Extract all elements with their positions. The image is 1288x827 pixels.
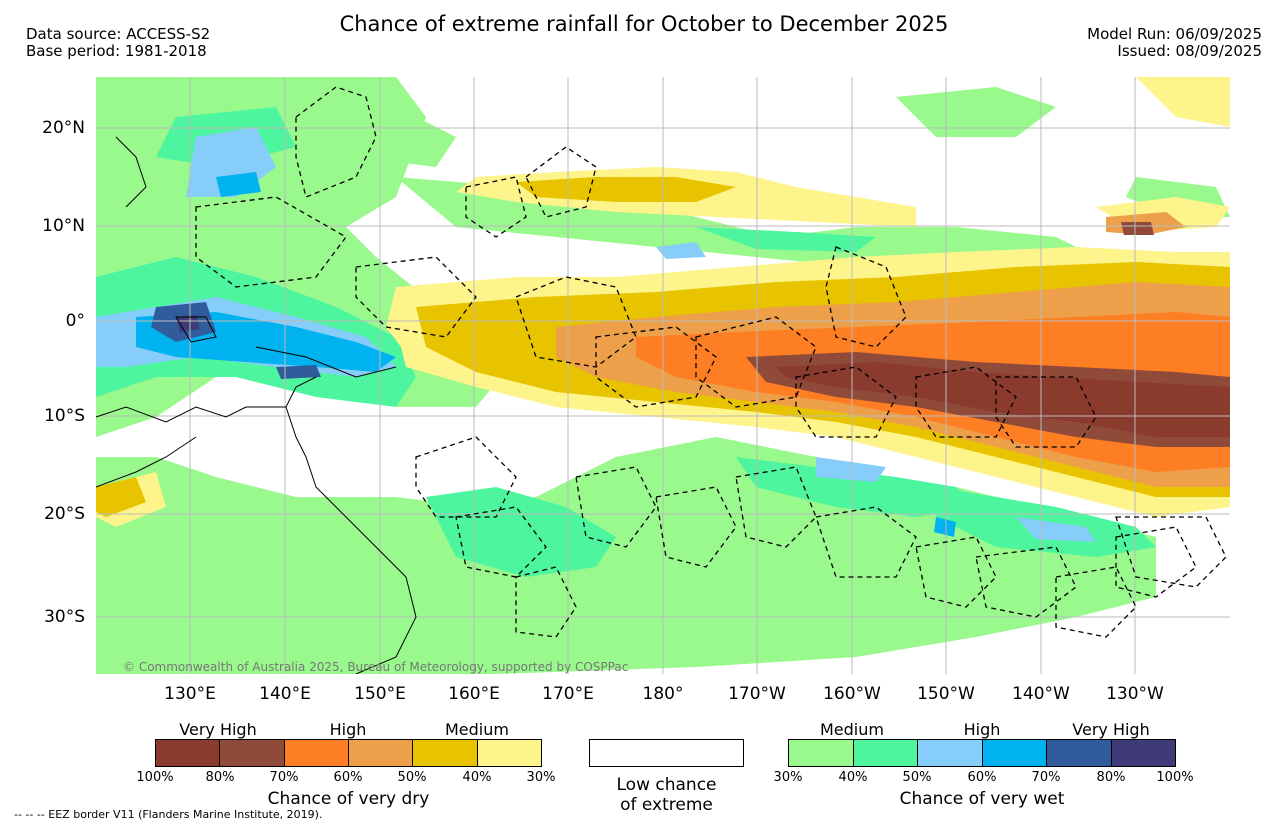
wet-tick: 50% [902,770,932,785]
lat-label-10n: 10°N [42,216,85,236]
dry-tick: 70% [269,770,299,785]
wet-swatch [1111,740,1175,766]
dry-swatch [348,740,414,766]
dry-heading-high: High [329,720,367,739]
model-run-text: Model Run: 06/09/2025 [1087,25,1262,43]
dry-swatch [284,740,349,766]
dry-swatch [220,740,285,766]
wet-colorbar [788,739,1176,767]
dry-80-regions [776,362,1230,437]
lat-label-30s: 30°S [44,607,85,627]
wet-tick: 60% [967,770,997,785]
low-chance-swatch [589,739,744,767]
wet-tick: 70% [1031,770,1061,785]
lat-label-20s: 20°S [44,504,85,524]
lon-label-160e: 160°E [448,684,500,704]
lon-label-160w: 160°W [823,684,881,704]
dry-caption: Chance of very dry [267,789,430,809]
wet-heading-high: High [963,720,1001,739]
lon-label-150w: 150°W [917,684,975,704]
dry-tick: 30% [526,770,556,785]
lon-label-170e: 170°E [542,684,594,704]
data-source-text: Data source: ACCESS-S2 [26,25,211,43]
dry-tick: 80% [205,770,235,785]
gridlines [96,77,1230,674]
lat-label-10s: 10°S [44,406,85,426]
dry-swatch [156,740,221,766]
low-chance-caption: Low chance of extreme [589,775,744,815]
rainfall-map: © Commonwealth of Australia 2025, Bureau… [96,77,1230,674]
wet-swatch [853,740,918,766]
dry-tick: 60% [333,770,363,785]
header-right: Model Run: 06/09/2025 Issued: 08/09/2025 [1087,26,1262,60]
lat-label-0: 0° [65,311,85,331]
wet-tick: 30% [773,770,803,785]
wet-70-regions [151,302,321,379]
dry-tick: 40% [462,770,492,785]
dry-heading-very-high: Very High [179,720,257,739]
low-chance-line2: of extreme [620,795,713,815]
dry-swatch [413,740,478,766]
issued-text: Issued: 08/09/2025 [1117,42,1262,60]
wet-swatch [789,740,854,766]
lon-label-150e: 150°E [354,684,406,704]
lon-label-170w: 170°W [728,684,786,704]
dry-tick: 100% [136,770,174,785]
base-period-text: Base period: 1981-2018 [26,42,207,60]
dry-heading-medium: Medium [445,720,509,739]
lon-label-130e: 130°E [164,684,216,704]
wet-heading-very-high: Very High [1072,720,1150,739]
wet-tick: 100% [1156,770,1194,785]
wet-swatch [918,740,983,766]
wet-tick: 40% [838,770,868,785]
wet-swatch [982,740,1047,766]
coastlines [96,136,417,674]
map-title: Chance of extreme rainfall for October t… [339,12,949,36]
lon-label-140e: 140°E [259,684,311,704]
eez-borders [195,86,1227,638]
wet-swatch [1047,740,1112,766]
wet-tick: 80% [1096,770,1126,785]
lon-label-180: 180° [642,684,684,704]
dry-colorbar [155,739,542,767]
dry-tick: 50% [397,770,427,785]
wet-heading-medium: Medium [820,720,884,739]
lat-label-20n: 20°N [42,118,85,138]
wet-caption: Chance of very wet [899,789,1065,809]
low-chance-line1: Low chance [616,775,717,795]
lon-label-140w: 140°W [1012,684,1070,704]
lon-label-130w: 130°W [1106,684,1164,704]
header-left: Data source: ACCESS-S2 Base period: 1981… [26,26,210,60]
eez-footnote: -- -- -- EEZ border V11 (Flanders Marine… [14,808,323,821]
dry-swatch [477,740,541,766]
map-copyright: © Commonwealth of Australia 2025, Bureau… [123,660,628,674]
